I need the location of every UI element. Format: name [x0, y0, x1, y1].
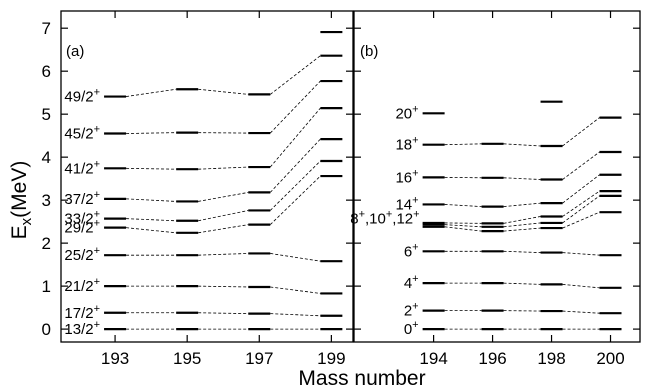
y-tick-label: 7	[42, 19, 51, 38]
level-label-a-37-2plus: 37/2+	[64, 189, 100, 208]
level-label-b-16plus: 16+	[395, 167, 418, 186]
level-connector-b-14plus	[444, 204, 482, 207]
level-connector-a-25-2plus	[270, 253, 321, 262]
level-connector-b-18plus	[444, 143, 482, 146]
level-label-b-2plus: 2+	[404, 301, 419, 320]
level-connector-b-18plus	[562, 117, 600, 147]
level-label-a-29-2plus: 29/2+	[64, 218, 100, 237]
y-tick-label: 6	[42, 62, 51, 81]
level-connector-a-45-2plus	[126, 132, 177, 134]
level-connector-b-12plus	[562, 190, 600, 217]
level-connector-a-25-2plus	[198, 253, 249, 256]
level-label-a-17-2plus: 17/2+	[64, 303, 100, 322]
level-connector-b-6plus	[503, 250, 541, 253]
y-tick-label: 5	[42, 105, 51, 124]
level-connector-b-8plus	[444, 226, 482, 232]
level-connector-a-37-2plus	[126, 198, 177, 202]
level-label-a-45-2plus: 45/2+	[64, 124, 100, 143]
level-connector-b-8plus	[562, 211, 600, 229]
level-label-b-8-10-12: 8+,10+,12+	[350, 209, 419, 228]
level-connector-b-6plus	[562, 252, 600, 256]
level-connector-a-17-2plus	[198, 312, 249, 315]
level-connector-b-16plus	[562, 151, 600, 180]
level-label-a-13-2plus: 13/2+	[64, 319, 100, 338]
level-label-a-33-2plus: 33/2+	[64, 209, 100, 228]
level-label-b-0plus: 0+	[404, 319, 419, 338]
level-label-a-25-2plus: 25/2+	[64, 245, 100, 264]
panel-b-frame	[353, 10, 641, 343]
x-tick-label-b: 198	[537, 349, 565, 368]
level-label-b-18plus: 18+	[395, 135, 418, 154]
y-axis-title-unit: (MeV)	[8, 161, 31, 218]
panel-b-tag: (b)	[360, 43, 378, 60]
x-tick-label-a: 195	[173, 349, 201, 368]
level-connector-a-29-2plus	[269, 175, 321, 225]
y-tick-label: 3	[42, 191, 51, 210]
level-connector-a-33-2plus	[126, 218, 177, 222]
level-connector-a-41-2plus	[198, 166, 249, 170]
panel-a-tag: (a)	[66, 43, 84, 60]
level-label-a-49-2plus: 49/2+	[64, 87, 100, 106]
level-connector-b-4plus	[562, 283, 600, 289]
level-connector-b-2plus	[562, 310, 600, 314]
y-tick-label: 4	[42, 148, 51, 167]
level-connector-b-12plus	[503, 216, 541, 224]
level-connector-a-49-2plus	[270, 55, 321, 95]
level-connector-b-4plus	[503, 282, 541, 285]
panel-a-frame	[60, 10, 354, 343]
level-connector-b-14plus	[562, 174, 600, 204]
x-tick-label-b: 196	[478, 349, 506, 368]
level-label-b-6plus: 6+	[404, 241, 419, 260]
level-label-a-41-2plus: 41/2+	[64, 158, 100, 177]
level-connector-b-18plus	[503, 143, 541, 147]
level-connector-a-33-2plus	[269, 160, 321, 211]
level-label-b-14plus: 14+	[395, 194, 418, 213]
level-connector-a-37-2plus	[269, 138, 321, 193]
x-tick-label-a: 199	[317, 349, 345, 368]
x-tick-label-b: 194	[419, 349, 447, 368]
level-label-b-extra: 20+	[395, 103, 418, 122]
level-connector-a-33-2plus	[198, 210, 249, 222]
x-axis-title: Mass number	[298, 367, 425, 389]
level-connector-a-41-2plus	[269, 107, 321, 168]
level-connector-a-21-2plus	[270, 286, 321, 294]
level-connector-b-10plus	[444, 224, 482, 228]
y-axis-title: Ex(MeV)	[8, 161, 35, 240]
x-tick-label-a: 193	[101, 349, 129, 368]
level-label-a-21-2plus: 21/2+	[64, 276, 100, 295]
level-label-b-4plus: 4+	[404, 273, 419, 292]
y-tick-label: 1	[42, 277, 51, 296]
chart-marks: 0 1 2 3 4 5 6 7 193 195 197 199 13/2+17/2+ 21/2+ 25/2+…	[42, 11, 640, 368]
level-connector-b-8plus	[503, 227, 541, 232]
level-connector-b-14plus	[503, 202, 541, 207]
y-axis-title-subscript: x	[18, 217, 35, 225]
x-tick-label-b: 200	[596, 349, 624, 368]
level-connector-a-29-2plus	[198, 224, 249, 234]
level-connector-a-37-2plus	[198, 192, 249, 202]
level-connector-a-49-2plus	[126, 88, 177, 97]
level-connector-a-41-2plus	[126, 167, 177, 170]
level-connector-a-17-2plus	[270, 313, 321, 317]
level-connector-a-29-2plus	[126, 227, 177, 234]
y-tick-label: 0	[42, 320, 51, 339]
level-connector-b-10plus	[503, 222, 541, 228]
x-tick-label-a: 197	[245, 349, 273, 368]
level-connector-a-49-2plus	[198, 88, 249, 95]
level-connector-a-21-2plus	[198, 285, 249, 288]
y-tick-label: 2	[42, 234, 51, 253]
level-connector-b-16plus	[503, 177, 541, 180]
level-connector-b-10plus	[562, 195, 600, 224]
level-connector-a-45-2plus	[269, 80, 321, 134]
